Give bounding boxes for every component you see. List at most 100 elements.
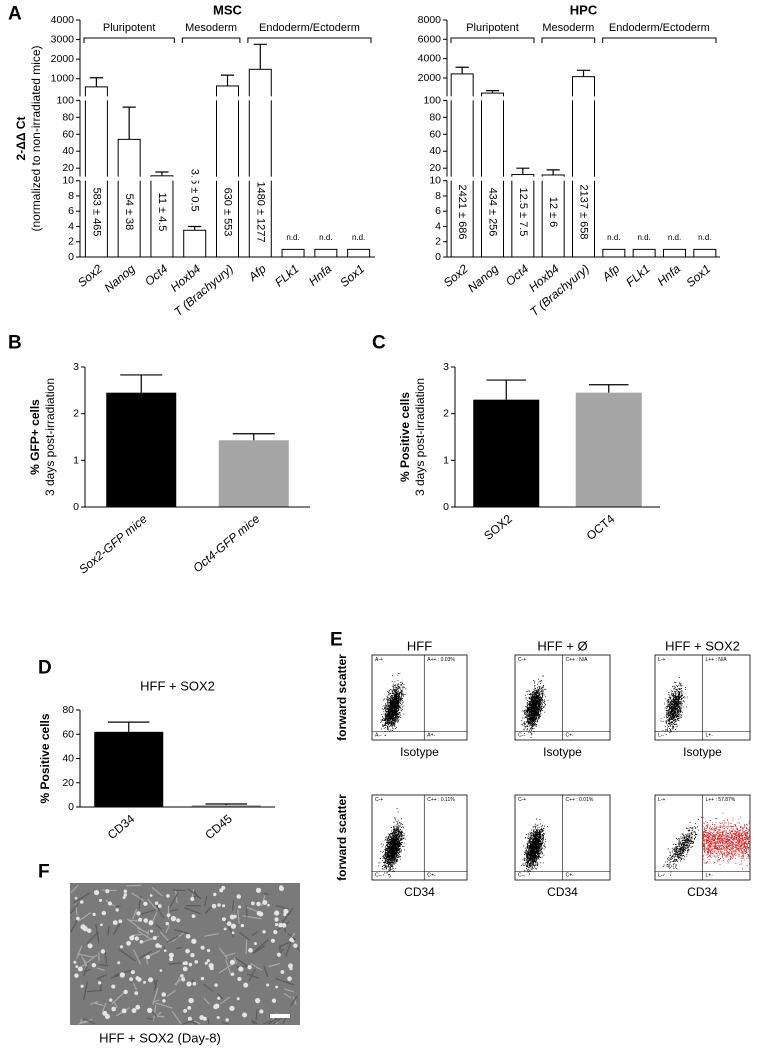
cell-streak — [146, 929, 150, 938]
micrograph-caption: HFF + SOX2 (Day-8) — [99, 1031, 221, 1046]
group-bracket — [83, 37, 175, 43]
cell-streak — [70, 903, 79, 914]
cell-streak — [166, 989, 176, 997]
cell-streak — [245, 905, 248, 917]
cell — [283, 912, 287, 917]
cell — [80, 984, 84, 988]
cell — [283, 908, 289, 914]
cell-streak — [82, 1017, 96, 1025]
cell — [242, 1012, 248, 1018]
y-tick-label: 4000 — [418, 53, 442, 65]
event-dots — [380, 672, 407, 737]
cell — [166, 894, 170, 898]
cell-streak — [275, 977, 295, 986]
cell — [126, 940, 131, 946]
y-tick-label: 0 — [73, 501, 79, 513]
error-bar — [155, 171, 169, 176]
y-tick-label: 4000 — [51, 14, 75, 26]
flow-x-label: CD34 — [687, 885, 718, 899]
gate-label: L++ : N/A — [706, 657, 728, 663]
cell-streak — [252, 945, 265, 954]
cell — [217, 996, 221, 1000]
cell — [101, 910, 107, 916]
cell-streak — [107, 926, 110, 936]
value-label: 2421 ± 686 — [456, 185, 468, 240]
cell — [185, 948, 190, 954]
cell — [100, 923, 103, 927]
cell — [148, 920, 154, 926]
y-tick-label: 2 — [443, 408, 449, 420]
value-label: 630 ± 553 — [222, 188, 234, 237]
value-label: 1480 ± 1277 — [254, 181, 266, 242]
y-tick-label: 1 — [443, 454, 449, 466]
cell-streak — [225, 952, 236, 957]
y-tick-label: 10 — [62, 175, 74, 187]
gate-lines — [655, 655, 750, 740]
cell — [135, 1004, 141, 1010]
cell — [190, 896, 195, 901]
cell — [280, 970, 285, 974]
cell-streak — [255, 1009, 258, 1021]
cell-streak — [169, 908, 179, 912]
cell — [131, 1008, 137, 1014]
cell — [143, 901, 148, 906]
error-bar — [205, 803, 247, 806]
gate-label: C++ : 0.01% — [566, 797, 594, 803]
cell-streak — [189, 1020, 198, 1025]
cell — [187, 1005, 192, 1010]
value-label: n.d. — [698, 233, 711, 242]
cell-streak — [96, 967, 105, 971]
cell — [154, 901, 159, 905]
cell — [77, 966, 83, 972]
cell-streak — [77, 912, 92, 922]
flow-plot: C-+ C++ : 0.01% C-- C+- — [514, 794, 611, 881]
cell-streak — [202, 983, 214, 993]
gate-label: L-+ — [658, 797, 665, 803]
error-bar — [576, 69, 591, 77]
cell — [119, 945, 124, 949]
axis-break — [76, 176, 375, 181]
y-tick-label: 80 — [429, 111, 441, 123]
cell — [166, 913, 171, 918]
y-tick-label: 100 — [56, 94, 74, 106]
cell — [230, 923, 237, 929]
y-tick-label: 80 — [62, 704, 74, 716]
flow-x-label: Isotype — [543, 745, 582, 759]
cell — [182, 961, 186, 965]
cell — [223, 927, 227, 931]
gate-lines — [372, 795, 467, 880]
cell — [274, 910, 280, 916]
cell-streak — [275, 904, 289, 910]
cell-streak — [190, 979, 194, 988]
cell — [152, 935, 157, 941]
value-label: 11 ± 4.5 — [156, 193, 168, 232]
error-bar — [108, 721, 150, 732]
gate-label: C-- — [375, 873, 382, 879]
cell — [230, 972, 235, 976]
cell-streak — [246, 973, 259, 979]
x-tick-label: Hnfa — [655, 261, 684, 288]
cell-streak — [296, 946, 300, 952]
cell — [214, 1003, 220, 1009]
cell — [129, 977, 133, 981]
cell — [243, 982, 249, 988]
cell — [148, 977, 154, 983]
y-tick-label: 6 — [435, 205, 441, 217]
x-tick-label: Afp — [599, 261, 623, 284]
event-dots — [378, 807, 406, 878]
cell — [200, 976, 205, 981]
flow-row-label: forward scatter — [335, 654, 349, 741]
cell-streak — [175, 946, 183, 950]
axis-break — [443, 96, 720, 101]
cell-streak — [182, 1019, 195, 1025]
cell-streak — [239, 931, 250, 941]
cell — [129, 935, 135, 941]
flow-frame — [371, 654, 468, 741]
cell-streak — [237, 909, 240, 924]
cell — [221, 885, 226, 890]
gate-label: C++ : N/A — [566, 657, 589, 663]
value-label: n.d. — [607, 233, 620, 242]
cell — [208, 962, 214, 969]
cell-streak — [251, 1019, 258, 1025]
gate-lines — [515, 655, 610, 740]
